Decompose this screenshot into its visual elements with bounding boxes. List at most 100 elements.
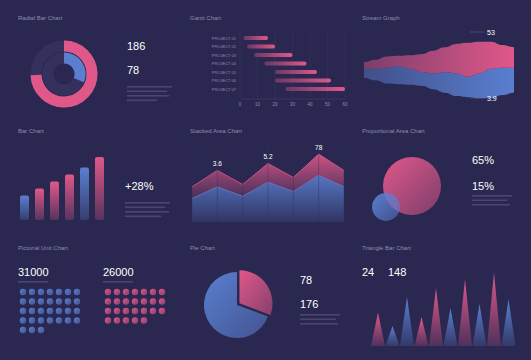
guide-line xyxy=(192,140,193,222)
placeholder-line xyxy=(103,281,133,283)
gantt-bar xyxy=(275,70,317,74)
unit-icon xyxy=(20,289,26,295)
annotation: 5.2 xyxy=(263,153,272,160)
tick-label: 40 xyxy=(307,102,313,107)
grid-line xyxy=(240,32,241,98)
unit-icon xyxy=(114,298,120,304)
title: Pie Chart xyxy=(190,245,215,251)
category-label: PROJECT 02 xyxy=(212,44,237,49)
unit-icon xyxy=(150,308,156,314)
data-label: 176 xyxy=(300,298,318,310)
placeholder-line xyxy=(18,281,48,283)
grid-line xyxy=(257,32,258,98)
triangle-bar xyxy=(429,288,443,346)
unit-icon xyxy=(105,317,111,323)
unit-icon xyxy=(38,317,44,323)
plot-area xyxy=(371,272,516,346)
tick-label: 20 xyxy=(272,102,278,107)
unit-icon xyxy=(74,317,80,323)
data-label: 78 xyxy=(127,64,139,76)
pie-slice xyxy=(204,272,268,338)
unit-icon xyxy=(132,317,138,323)
unit-icon xyxy=(141,289,147,295)
placeholder-line xyxy=(125,216,161,218)
placeholder-line xyxy=(127,100,157,102)
unit-icon xyxy=(150,289,156,295)
unit-icon xyxy=(29,317,35,323)
annotation: 3.6 xyxy=(213,160,222,167)
bar xyxy=(35,189,44,221)
title: Stacked Area Chart xyxy=(190,128,242,134)
placeholder-line xyxy=(125,202,170,204)
unit-icon xyxy=(65,298,71,304)
unit-icon xyxy=(114,317,120,323)
placeholder-line xyxy=(300,323,338,325)
unit-icon xyxy=(123,289,129,295)
unit-icon xyxy=(74,289,80,295)
guide-line xyxy=(268,140,269,222)
category-label: PROJECT 07 xyxy=(212,87,237,92)
area-circle xyxy=(372,193,400,221)
unit-icon xyxy=(123,298,129,304)
tick-label: 10 xyxy=(255,102,261,107)
category-label: PROJECT 03 xyxy=(212,53,237,58)
unit-icon xyxy=(38,289,44,295)
title: Triangle Bar Chart xyxy=(362,245,411,251)
title: Stream Graph xyxy=(362,15,400,21)
guide-line xyxy=(242,140,243,222)
placeholder-line xyxy=(472,204,510,206)
unit-icon xyxy=(123,317,129,323)
unit-icon xyxy=(74,298,80,304)
unit-icon xyxy=(20,308,26,314)
unit-icon xyxy=(159,298,165,304)
gantt-bar xyxy=(286,87,346,91)
bar xyxy=(65,175,74,221)
unit-icon xyxy=(114,308,120,314)
unit-icon xyxy=(20,298,26,304)
gantt-bar xyxy=(265,62,307,66)
unit-icon xyxy=(65,317,71,323)
annotation: 53 xyxy=(487,29,495,36)
unit-icon xyxy=(29,308,35,314)
triangle-bar xyxy=(386,326,400,346)
unit-icon xyxy=(29,327,35,333)
dashboard: Radial Bar Chart18678Gantt Chart01020304… xyxy=(0,0,531,360)
unit-icon xyxy=(47,289,53,295)
unit-icon xyxy=(141,317,147,323)
triangle-bar xyxy=(444,308,458,346)
title: Pictorial Unit Chart xyxy=(18,245,68,251)
title: Gantt Chart xyxy=(190,15,221,21)
radial-bar xyxy=(36,46,92,102)
unit-icon xyxy=(47,317,53,323)
unit-icon xyxy=(56,298,62,304)
plot-area xyxy=(364,42,514,99)
data-label: 26000 xyxy=(103,266,134,278)
placeholder-line xyxy=(472,195,512,197)
placeholder-line xyxy=(127,95,169,97)
title: Radial Bar Chart xyxy=(18,15,63,21)
unit-icon xyxy=(38,308,44,314)
guide-line xyxy=(293,140,294,222)
triangle-bar xyxy=(473,304,487,346)
track xyxy=(48,58,80,90)
unit-icon xyxy=(105,298,111,304)
unit-icon xyxy=(159,289,165,295)
annotation-line xyxy=(470,98,484,99)
annotation: +28% xyxy=(125,180,154,192)
triangle-bar xyxy=(400,297,414,346)
triangle-bar xyxy=(371,313,385,346)
unit-icon xyxy=(132,298,138,304)
triangle-bar xyxy=(502,299,516,346)
unit-icon xyxy=(38,298,44,304)
placeholder-line xyxy=(127,91,167,93)
bar xyxy=(50,182,59,221)
placeholder-line xyxy=(127,86,172,88)
data-label: 65% xyxy=(472,154,494,166)
triangle-bar xyxy=(415,317,429,346)
annotation: 3.9 xyxy=(487,95,497,102)
annotation-line xyxy=(470,32,484,33)
annotation: 24 xyxy=(362,266,374,278)
unit-icon xyxy=(141,298,147,304)
bar xyxy=(80,168,89,221)
unit-icon xyxy=(105,289,111,295)
